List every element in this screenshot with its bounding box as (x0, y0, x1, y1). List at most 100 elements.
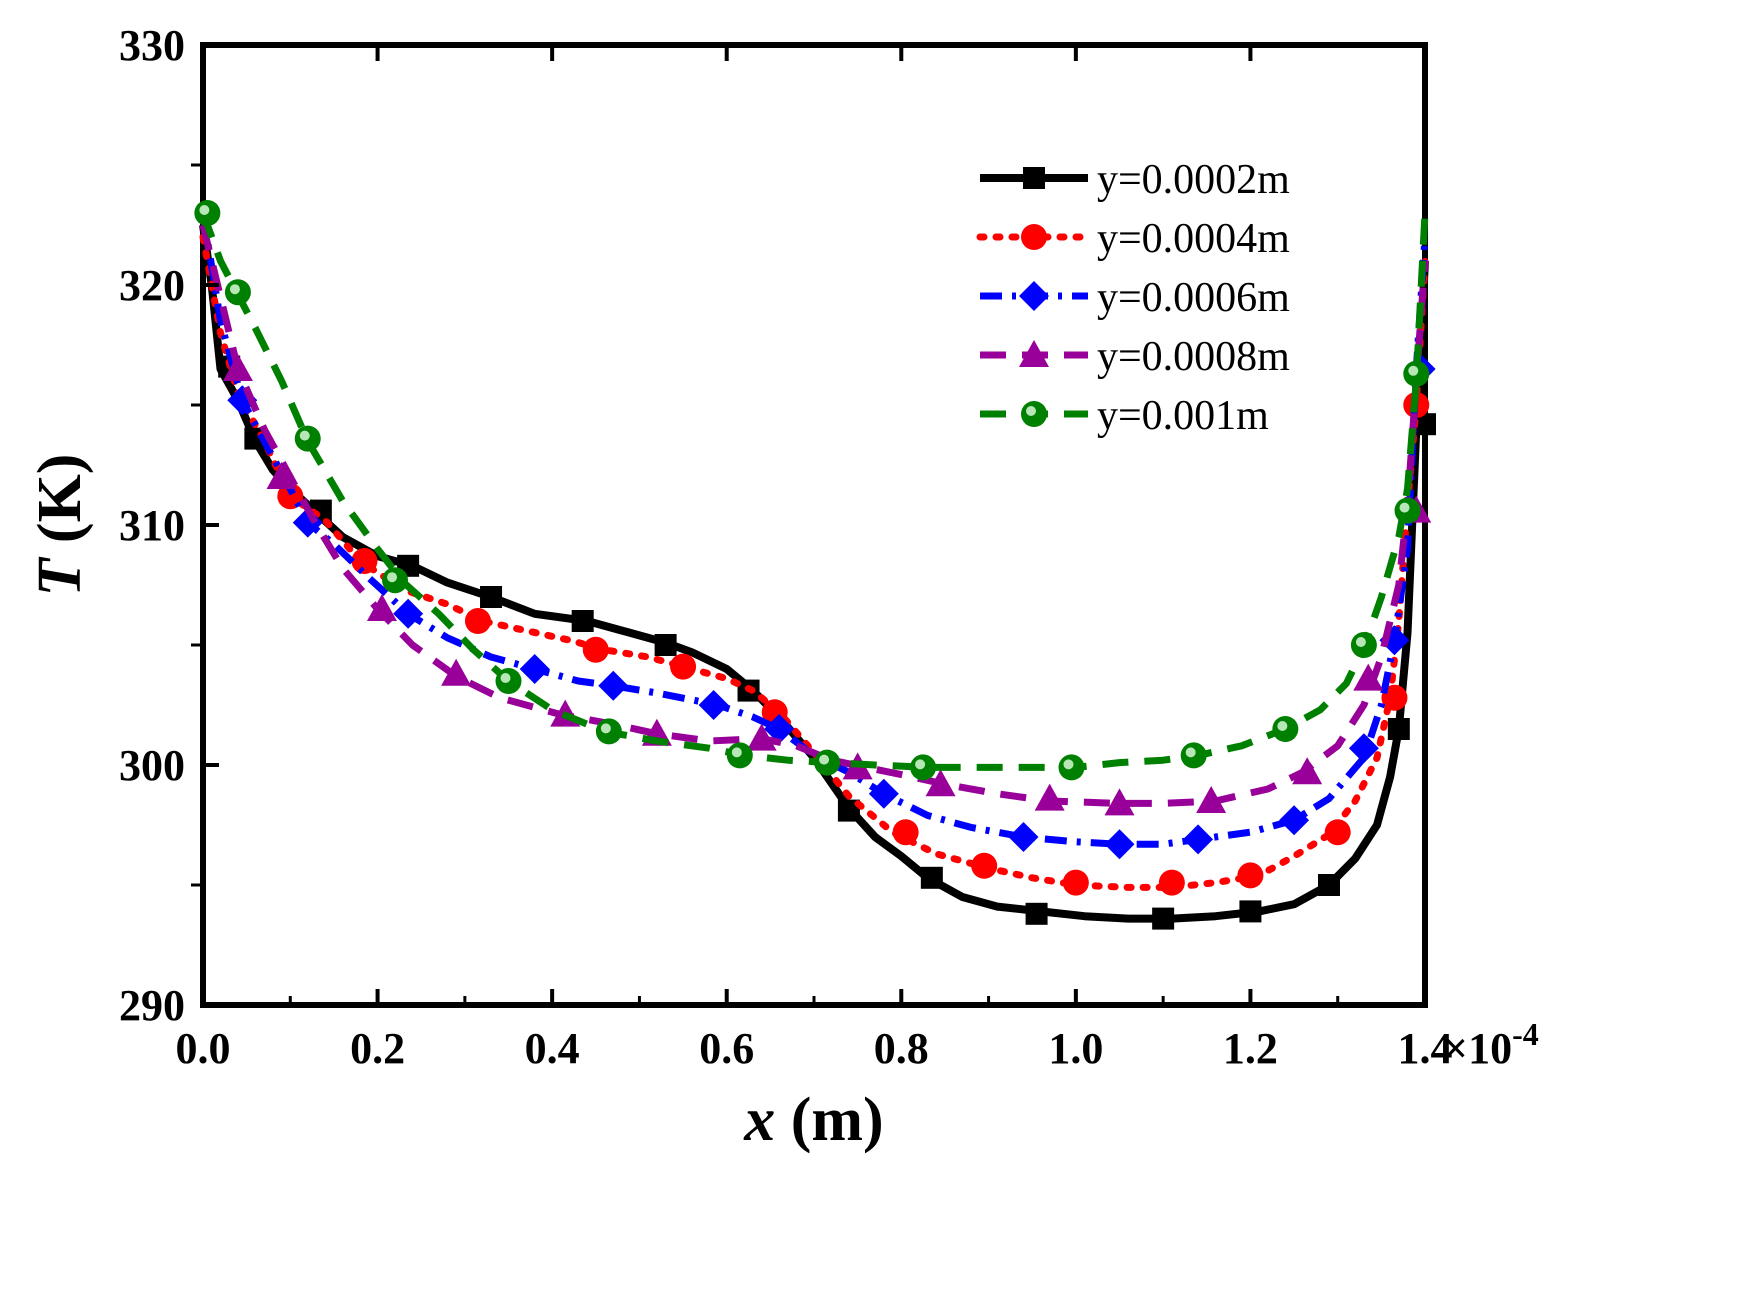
data-point (764, 714, 795, 744)
x-multiplier-exponent: -4 (1512, 1016, 1539, 1052)
series-2 (199, 233, 1430, 896)
legend-item: y=0.001m (980, 393, 1269, 439)
legend-item: y=0.0008m (980, 334, 1290, 380)
data-point (1350, 632, 1377, 658)
y-tick-label: 310 (119, 501, 185, 550)
y-axis-variable: T (26, 556, 94, 596)
data-point (1292, 757, 1323, 785)
data-point (746, 723, 777, 751)
x-tick-label: 1.4 (1398, 1024, 1453, 1073)
legend-swatch-marker (1019, 340, 1049, 367)
legend-swatch-marker (1023, 167, 1045, 189)
data-point (1104, 788, 1135, 816)
data-point (1272, 716, 1299, 742)
data-point (1279, 805, 1310, 836)
data-point (1381, 684, 1408, 711)
data-point (698, 690, 729, 720)
data-point (1062, 869, 1089, 896)
legend-item: y=0.0006m (980, 275, 1290, 321)
ticks-group (191, 43, 1427, 1007)
data-point (726, 742, 753, 769)
x-axis-unit: (m) (775, 1086, 883, 1154)
y-tick-label: 300 (119, 741, 185, 790)
data-point (1348, 733, 1379, 764)
y-tick-label: 320 (119, 261, 185, 310)
data-point (1414, 413, 1436, 436)
data-point (1324, 819, 1351, 846)
legend: y=0.0002m y=0.0004m y=0.0006m y=0.0008m y=0.… (976, 157, 1290, 439)
data-point (1183, 824, 1214, 855)
data-point (1180, 742, 1207, 769)
legend-swatch-marker (1021, 224, 1047, 250)
data-point (582, 636, 609, 663)
legend-item: y=0.0004m (976, 216, 1290, 262)
data-point (837, 799, 860, 822)
data-point (519, 654, 550, 684)
data-point (910, 754, 937, 781)
legend-label: y=0.0006m (1097, 275, 1290, 321)
data-point (1058, 754, 1085, 781)
x-axis-variable: x (743, 1086, 775, 1154)
series-line (199, 224, 1429, 807)
x-axis-title: x (m) (743, 1086, 883, 1154)
data-point (925, 769, 956, 797)
data-point (1104, 829, 1135, 860)
data-point (277, 483, 304, 510)
data-point (1353, 663, 1384, 691)
y-axis-unit: (K) (26, 454, 94, 559)
legend-label: y=0.0004m (1097, 216, 1290, 262)
data-point (971, 852, 998, 879)
series-group (194, 200, 1436, 930)
y-tick-label: 330 (119, 21, 185, 70)
legend-swatch-marker (1021, 401, 1047, 427)
plot-area (191, 42, 1436, 1008)
data-point (292, 507, 323, 538)
data-point (366, 594, 397, 621)
series-line (199, 212, 1429, 848)
data-point (1387, 718, 1410, 740)
x-tick-label: 0.4 (525, 1024, 580, 1073)
x-tick-label: 0.0 (176, 1024, 231, 1073)
data-point (1237, 862, 1264, 889)
data-point (266, 462, 297, 489)
data-point (1025, 902, 1048, 925)
data-point (1008, 822, 1039, 852)
data-point (1034, 783, 1065, 811)
data-point (222, 354, 253, 381)
data-point (464, 608, 491, 634)
data-point (382, 567, 409, 594)
data-point (1158, 869, 1185, 896)
data-point (441, 658, 472, 686)
data-point (1317, 874, 1340, 896)
data-point (1403, 360, 1430, 387)
data-point (670, 653, 697, 680)
series-5 (194, 200, 1430, 781)
data-point (480, 586, 503, 608)
legend-item: y=0.0002m (980, 157, 1290, 203)
data-point (294, 425, 321, 452)
data-point (393, 598, 424, 629)
legend-label: y=0.001m (1097, 393, 1269, 439)
x-tick-label: 1.0 (1048, 1024, 1103, 1073)
x-tick-label: 0.2 (350, 1024, 405, 1073)
x-multiplier-base: ×10 (1443, 1024, 1512, 1073)
y-axis-title: T (K) (26, 454, 94, 597)
data-point (814, 749, 841, 776)
data-point (598, 670, 629, 701)
data-point (571, 610, 594, 632)
data-point (654, 634, 677, 656)
data-point (194, 200, 221, 226)
data-point (1196, 786, 1227, 813)
legend-label: y=0.0002m (1097, 157, 1290, 203)
data-point (1239, 900, 1262, 923)
data-point (892, 819, 919, 846)
x-tick-label: 0.6 (699, 1024, 754, 1073)
x-axis-multiplier: ×10-4 (1443, 1016, 1539, 1073)
data-point (595, 718, 622, 745)
data-point (868, 778, 899, 809)
data-point (1152, 907, 1175, 930)
tick-labels: 0.0 0.2 0.4 0.6 0.8 1.0 1.2 1.4 290 300 310 320 330 (119, 21, 1453, 1073)
x-tick-label: 1.2 (1223, 1024, 1278, 1073)
legend-swatch-marker (1019, 281, 1049, 311)
data-point (224, 279, 251, 306)
